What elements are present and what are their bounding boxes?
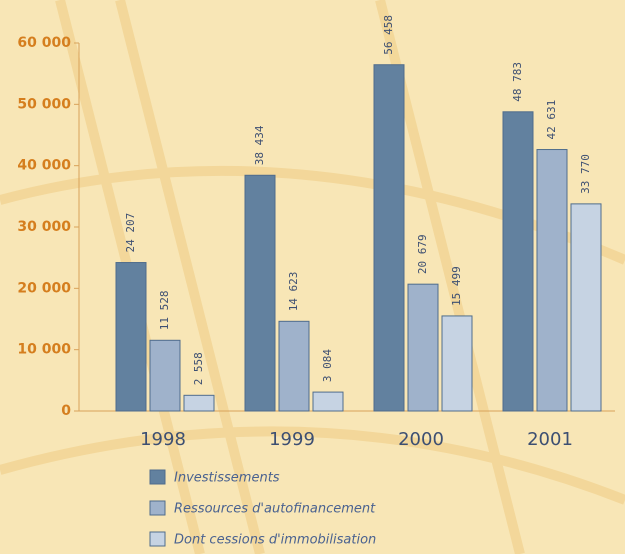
- bar: [571, 204, 601, 411]
- bar: [279, 321, 309, 411]
- bar: [442, 316, 472, 411]
- bar: [245, 175, 275, 411]
- bar: [374, 65, 404, 411]
- value-label: 56 458: [382, 15, 395, 55]
- bar: [537, 150, 567, 411]
- value-label: 33 770: [579, 154, 592, 194]
- legend-swatch: [150, 501, 165, 515]
- value-label: 11 528: [158, 291, 171, 331]
- y-tick-label: 0: [61, 403, 71, 419]
- value-label: 42 631: [545, 100, 558, 140]
- value-label: 24 207: [124, 213, 137, 253]
- bar: [116, 263, 146, 411]
- legend-swatch: [150, 532, 165, 546]
- legend-swatch: [150, 470, 165, 484]
- bar: [313, 392, 343, 411]
- legend-label: Ressources d'autofinancement: [174, 502, 376, 517]
- y-tick-label: 40 000: [17, 158, 71, 174]
- x-tick-label: 2000: [398, 429, 444, 450]
- bar: [408, 284, 438, 411]
- legend-label: Dont cessions d'immobilisation: [174, 533, 376, 548]
- y-tick-label: 20 000: [17, 280, 71, 296]
- bar: [184, 395, 214, 411]
- x-tick-label: 1999: [269, 429, 315, 450]
- chart: 0 10 000 20 000 30 000 40 000 50 000 60 000 199…: [0, 0, 625, 554]
- x-tick-label: 2001: [527, 429, 573, 450]
- y-tick-label: 60 000: [17, 35, 71, 51]
- value-label: 3 084: [321, 349, 334, 382]
- value-label: 15 499: [450, 266, 463, 306]
- value-label: 20 679: [416, 234, 429, 274]
- value-label: 38 434: [253, 125, 266, 165]
- value-label: 2 558: [192, 352, 205, 385]
- y-tick-label: 50 000: [17, 96, 71, 112]
- bar: [150, 340, 180, 411]
- value-label: 14 623: [287, 272, 300, 312]
- bar: [503, 112, 533, 411]
- legend-label: Investissements: [174, 471, 280, 486]
- y-tick-label: 10 000: [17, 342, 71, 358]
- y-tick-label: 30 000: [17, 219, 71, 235]
- value-label: 48 783: [511, 62, 524, 102]
- x-tick-label: 1998: [140, 429, 186, 450]
